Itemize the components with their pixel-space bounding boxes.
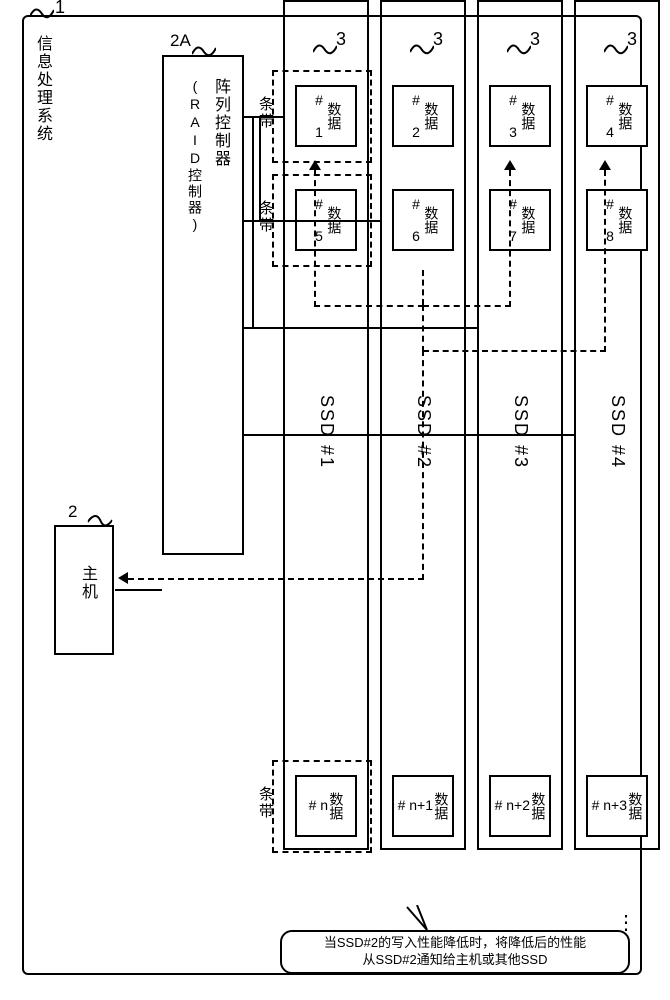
cell-s1-4: 数据# 4 bbox=[586, 85, 648, 147]
bus4a bbox=[244, 434, 574, 436]
bubble-leader bbox=[405, 905, 445, 935]
ref-ssd3: 3 bbox=[530, 29, 540, 50]
ah-host bbox=[118, 572, 128, 584]
bus2a bbox=[244, 220, 380, 222]
d-ssd2-3h bbox=[423, 305, 511, 307]
ssd3-label: SSD #3 bbox=[510, 395, 531, 469]
cell-s3-1-t: 数据 bbox=[328, 792, 344, 820]
host-label: 主机 bbox=[75, 565, 99, 601]
cell-s3-4-n: # n+3 bbox=[592, 798, 627, 813]
system-label: 信息处理系统 bbox=[30, 35, 54, 143]
sq-ssd4 bbox=[604, 42, 628, 56]
cell-s3-2-t: 数据 bbox=[433, 792, 449, 820]
ssd1-label: SSD #1 bbox=[316, 395, 337, 469]
sq-ssd1 bbox=[313, 42, 337, 56]
ref-ssd1: 3 bbox=[336, 29, 346, 50]
ah-ssd3 bbox=[504, 160, 516, 170]
cell-s3-3-t: 数据 bbox=[530, 792, 546, 820]
ah-ssd1 bbox=[309, 160, 321, 170]
sq-ssd2 bbox=[410, 42, 434, 56]
cell-s3-4-t: 数据 bbox=[627, 792, 643, 820]
squiggle-controller bbox=[192, 44, 216, 58]
controller-label: 阵列控制器 bbox=[208, 78, 232, 168]
cell-s3-1-n: # n bbox=[309, 798, 328, 813]
ref-ssd4: 3 bbox=[627, 29, 637, 50]
bubble-l2: 从SSD#2通知给主机或其他SSD bbox=[363, 952, 548, 967]
ssd4-label: SSD #4 bbox=[607, 395, 628, 469]
cell-s2-4: 数据# 8 bbox=[586, 189, 648, 251]
d-ssd2-1v2 bbox=[314, 170, 316, 307]
ref-controller: 2A bbox=[170, 31, 191, 51]
d-ssd2-4v bbox=[604, 170, 606, 352]
cell-s3-2-n: # n+1 bbox=[398, 798, 433, 813]
ref-host: 2 bbox=[68, 502, 77, 522]
ref-system: 1 bbox=[55, 0, 65, 18]
d-ssd2-hv1 bbox=[422, 350, 424, 580]
cell-s1-2: 数据# 2 bbox=[392, 85, 454, 147]
cell-s2-3: 数据# 7 bbox=[489, 189, 551, 251]
stripe3-label: 条带 bbox=[255, 786, 276, 820]
d-ssd2-1h bbox=[314, 305, 424, 307]
d-ssd2-3v bbox=[509, 170, 511, 307]
bubble-text: 当SSD#2的写入性能降低时，将降低后的性能 从SSD#2通知给主机或其他SSD bbox=[324, 935, 586, 969]
cell-s3-3: 数据# n+2 bbox=[489, 775, 551, 837]
cell-s1-3: 数据# 3 bbox=[489, 85, 551, 147]
d-ssd2-hh bbox=[128, 578, 424, 580]
ref-ssd2: 3 bbox=[433, 29, 443, 50]
cell-s3-3-n: # n+2 bbox=[495, 798, 530, 813]
callout-bubble: 当SSD#2的写入性能降低时，将降低后的性能 从SSD#2通知给主机或其他SSD bbox=[280, 930, 630, 974]
cell-s3-2: 数据# n+1 bbox=[392, 775, 454, 837]
squiggle-system bbox=[30, 6, 54, 20]
d-ssd2-4vtop bbox=[422, 305, 424, 352]
bus1 bbox=[244, 116, 283, 118]
l-c-ssd3v bbox=[252, 116, 254, 329]
bus3a bbox=[244, 327, 477, 329]
ah-ssd4 bbox=[599, 160, 611, 170]
cell-s3-1: 数据# n bbox=[295, 775, 357, 837]
bubble-l1: 当SSD#2的写入性能降低时，将降低后的性能 bbox=[324, 935, 586, 950]
l-c-ssd2v bbox=[259, 116, 261, 221]
d-ssd2-1v bbox=[422, 270, 424, 305]
line-ctrl-host bbox=[115, 589, 162, 591]
d-ssd2-4h bbox=[423, 350, 606, 352]
sq-ssd3 bbox=[507, 42, 531, 56]
cell-s3-4: 数据# n+3 bbox=[586, 775, 648, 837]
cell-s1-1: 数据# 1 bbox=[295, 85, 357, 147]
cell-s2-2: 数据# 6 bbox=[392, 189, 454, 251]
controller-sub: (RAID控制器) bbox=[185, 78, 205, 234]
